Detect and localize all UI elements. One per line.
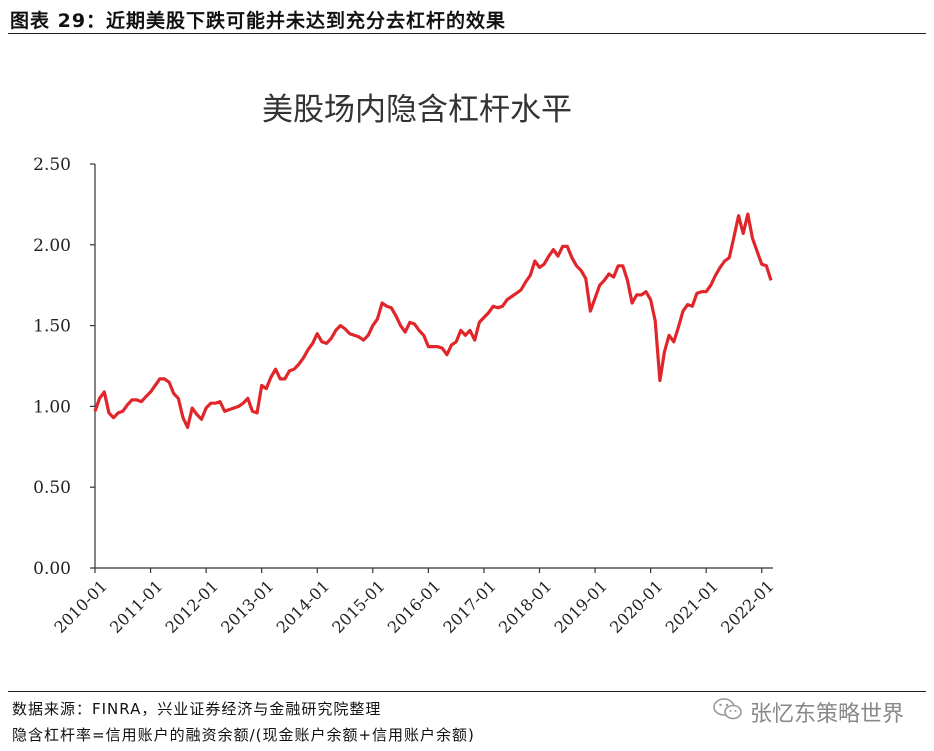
leverage-line-chart: 美股场内隐含杠杆水平 0.00 0.50 1.00 1.50 2.00 2.50 2010… bbox=[33, 92, 778, 637]
x-tick-label: 2019-01 bbox=[550, 576, 610, 636]
chart-title: 美股场内隐含杠杆水平 bbox=[262, 92, 572, 128]
x-tick-label: 2018-01 bbox=[495, 576, 555, 636]
source-note: 数据来源：FINRA，兴业证券经济与金融研究院整理 bbox=[12, 700, 382, 718]
x-tick-label: 2011-01 bbox=[106, 576, 166, 636]
y-tick-label: 1.00 bbox=[33, 397, 71, 417]
watermark: 张忆东策略世界 bbox=[712, 696, 904, 728]
y-axis: 0.00 0.50 1.00 1.50 2.00 2.50 bbox=[33, 155, 96, 579]
y-tick-label: 2.00 bbox=[33, 236, 71, 256]
x-tick-label: 2012-01 bbox=[162, 576, 222, 636]
leverage-series-line bbox=[93, 212, 773, 429]
watermark-text: 张忆东策略世界 bbox=[749, 702, 904, 727]
definition-note: 隐含杠杆率=信用账户的融资余额/(现金账户余额+信用账户余额) bbox=[12, 726, 475, 744]
x-tick-label: 2020-01 bbox=[606, 576, 666, 636]
y-tick-label: 0.50 bbox=[33, 478, 71, 498]
x-axis: 2010-012011-012012-012013-012014-012015-… bbox=[50, 567, 778, 637]
x-tick-label: 2010-01 bbox=[50, 576, 110, 636]
figure-caption: 图表 29：近期美股下跌可能并未达到充分去杠杆的效果 bbox=[10, 10, 507, 32]
bottom-divider bbox=[8, 691, 926, 692]
x-tick-label: 2014-01 bbox=[273, 576, 333, 636]
x-tick-label: 2013-01 bbox=[217, 576, 277, 636]
x-tick-label: 2022-01 bbox=[717, 576, 777, 636]
y-tick-label: 1.50 bbox=[33, 317, 71, 337]
y-tick-label: 0.00 bbox=[33, 559, 71, 579]
x-tick-label: 2016-01 bbox=[384, 576, 444, 636]
x-tick-label: 2015-01 bbox=[328, 576, 388, 636]
x-tick-label: 2017-01 bbox=[439, 576, 499, 636]
wechat-icon bbox=[712, 697, 744, 727]
y-tick-label: 2.50 bbox=[33, 155, 71, 175]
x-tick-label: 2021-01 bbox=[662, 576, 722, 636]
top-divider bbox=[8, 33, 926, 34]
